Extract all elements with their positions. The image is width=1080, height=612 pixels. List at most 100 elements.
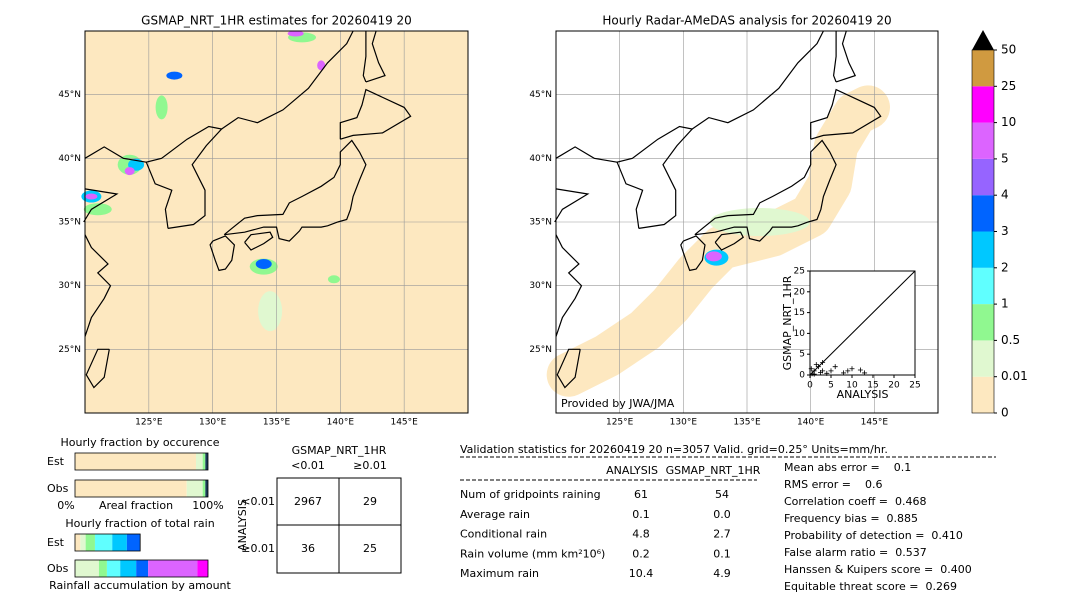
coastline — [85, 348, 110, 389]
table-cell: 2967 — [294, 495, 322, 508]
y-tick-label: 10 — [794, 329, 806, 339]
x-axis-label: ANALYSIS — [837, 388, 889, 401]
colorbar-segment — [972, 122, 994, 159]
fraction-segment — [205, 480, 208, 497]
credit: Provided by JWA/JMA — [561, 397, 675, 410]
coastline — [84, 146, 147, 163]
panel-footer: Rainfall accumulation by amount — [49, 579, 231, 592]
stats-header: Validation statistics for 20260419 20 n=… — [460, 443, 888, 456]
colorbar-extend — [972, 30, 994, 50]
table-cell: 25 — [363, 542, 377, 555]
axis-label: Areal fraction — [99, 499, 173, 512]
stat-label: Conditional rain — [460, 528, 547, 541]
coastline — [616, 125, 694, 229]
row-label: Est — [47, 536, 65, 549]
row-axis-label: ANALYSIS — [236, 499, 249, 551]
fraction-segment — [202, 480, 206, 497]
fraction-segment — [186, 480, 203, 497]
coastline — [83, 188, 119, 223]
coastline — [680, 235, 706, 272]
score: RMS error = 0.6 — [784, 478, 882, 491]
fraction-segment — [106, 560, 121, 577]
map-title: Hourly Radar-AMeDAS analysis for 2026041… — [602, 14, 891, 28]
scatter-point — [811, 371, 817, 377]
colorbar-segment — [972, 195, 994, 232]
colorbar-segment — [972, 231, 994, 268]
colorbar-label: 3 — [1001, 224, 1009, 238]
fraction-segment — [126, 534, 141, 551]
column-label: ≥0.01 — [353, 459, 387, 472]
map-panel: GSMAP_NRT_1HR estimates for 20260419 20 1… — [58, 14, 469, 428]
stat-value: 0.2 — [632, 547, 650, 560]
scatter-point — [832, 364, 838, 370]
colorbar-segment — [972, 304, 994, 341]
y-tick-label: 5 — [799, 350, 805, 360]
stat-value: 61 — [634, 488, 648, 501]
coastline — [556, 348, 581, 389]
coastline — [694, 139, 837, 242]
fraction-segment — [196, 453, 203, 470]
row-label: Obs — [47, 562, 69, 575]
scatter-point — [849, 366, 855, 372]
fraction-segment — [75, 560, 99, 577]
table-cell: 29 — [363, 495, 377, 508]
x-tick-label: 140°E — [797, 418, 825, 428]
colorbar-label: 1 — [1001, 297, 1009, 311]
colorbar-label: 4 — [1001, 188, 1009, 202]
coastline — [555, 234, 583, 337]
fraction-segment — [205, 453, 208, 470]
score: Frequency bias = 0.885 — [784, 512, 918, 525]
stat-label: Maximum rain — [460, 567, 539, 580]
scatter-point — [824, 370, 830, 376]
table-cell: 36 — [301, 542, 315, 555]
stat-value: 2.7 — [713, 528, 731, 541]
fraction-segment — [75, 480, 187, 497]
coastline — [810, 88, 882, 140]
row-label: <0.01 — [241, 495, 275, 508]
map-panel: Hourly Radar-AMeDAS analysis for 2026041… — [529, 14, 939, 428]
stat-value: 0.1 — [632, 508, 650, 521]
rain-area — [155, 95, 168, 120]
rain-area — [705, 251, 722, 262]
coastline — [84, 234, 112, 337]
x-tick-label: 135°E — [733, 418, 761, 428]
y-axis-label: GSMAP_NRT_1HR — [781, 275, 794, 370]
fraction-segment — [197, 560, 208, 577]
fraction-segment — [136, 560, 149, 577]
scatter-point — [820, 360, 826, 366]
x-tick-label: 130°E — [670, 418, 698, 428]
stat-label: Average rain — [460, 508, 530, 521]
map-frame — [84, 30, 469, 414]
rain-area — [255, 259, 272, 270]
table-title: GSMAP_NRT_1HR — [292, 444, 387, 457]
column-label: <0.01 — [291, 459, 325, 472]
bar-frame — [74, 533, 141, 552]
y-tick-label: 25°N — [529, 345, 552, 355]
score: Correlation coeff = 0.468 — [784, 495, 926, 508]
scatter-point — [862, 370, 868, 376]
axis-label: 100% — [192, 499, 223, 512]
coastline — [691, 30, 824, 130]
bar-frame — [74, 479, 209, 498]
scatter-point — [857, 367, 863, 373]
x-tick-label: 140°E — [327, 418, 355, 428]
rain-area — [83, 203, 112, 216]
column-header: GSMAP_NRT_1HR — [666, 464, 761, 477]
row-label: Est — [47, 455, 65, 468]
x-tick-label: 5 — [828, 381, 834, 391]
fraction-segment — [98, 560, 107, 577]
coastline — [365, 30, 386, 83]
coastline — [244, 231, 274, 251]
scatter-point — [813, 362, 819, 368]
bar-frame — [74, 559, 209, 578]
y-tick-label: 40°N — [58, 154, 81, 164]
x-tick-label: 145°E — [390, 418, 418, 428]
rain-area — [287, 30, 304, 37]
colorbar-label: 50 — [1001, 43, 1016, 57]
map-title: GSMAP_NRT_1HR estimates for 20260419 20 — [141, 14, 412, 28]
y-tick-label: 45°N — [58, 90, 81, 100]
y-tick-label: 15 — [794, 308, 805, 318]
fraction-segment — [120, 560, 137, 577]
coastline — [209, 235, 236, 272]
